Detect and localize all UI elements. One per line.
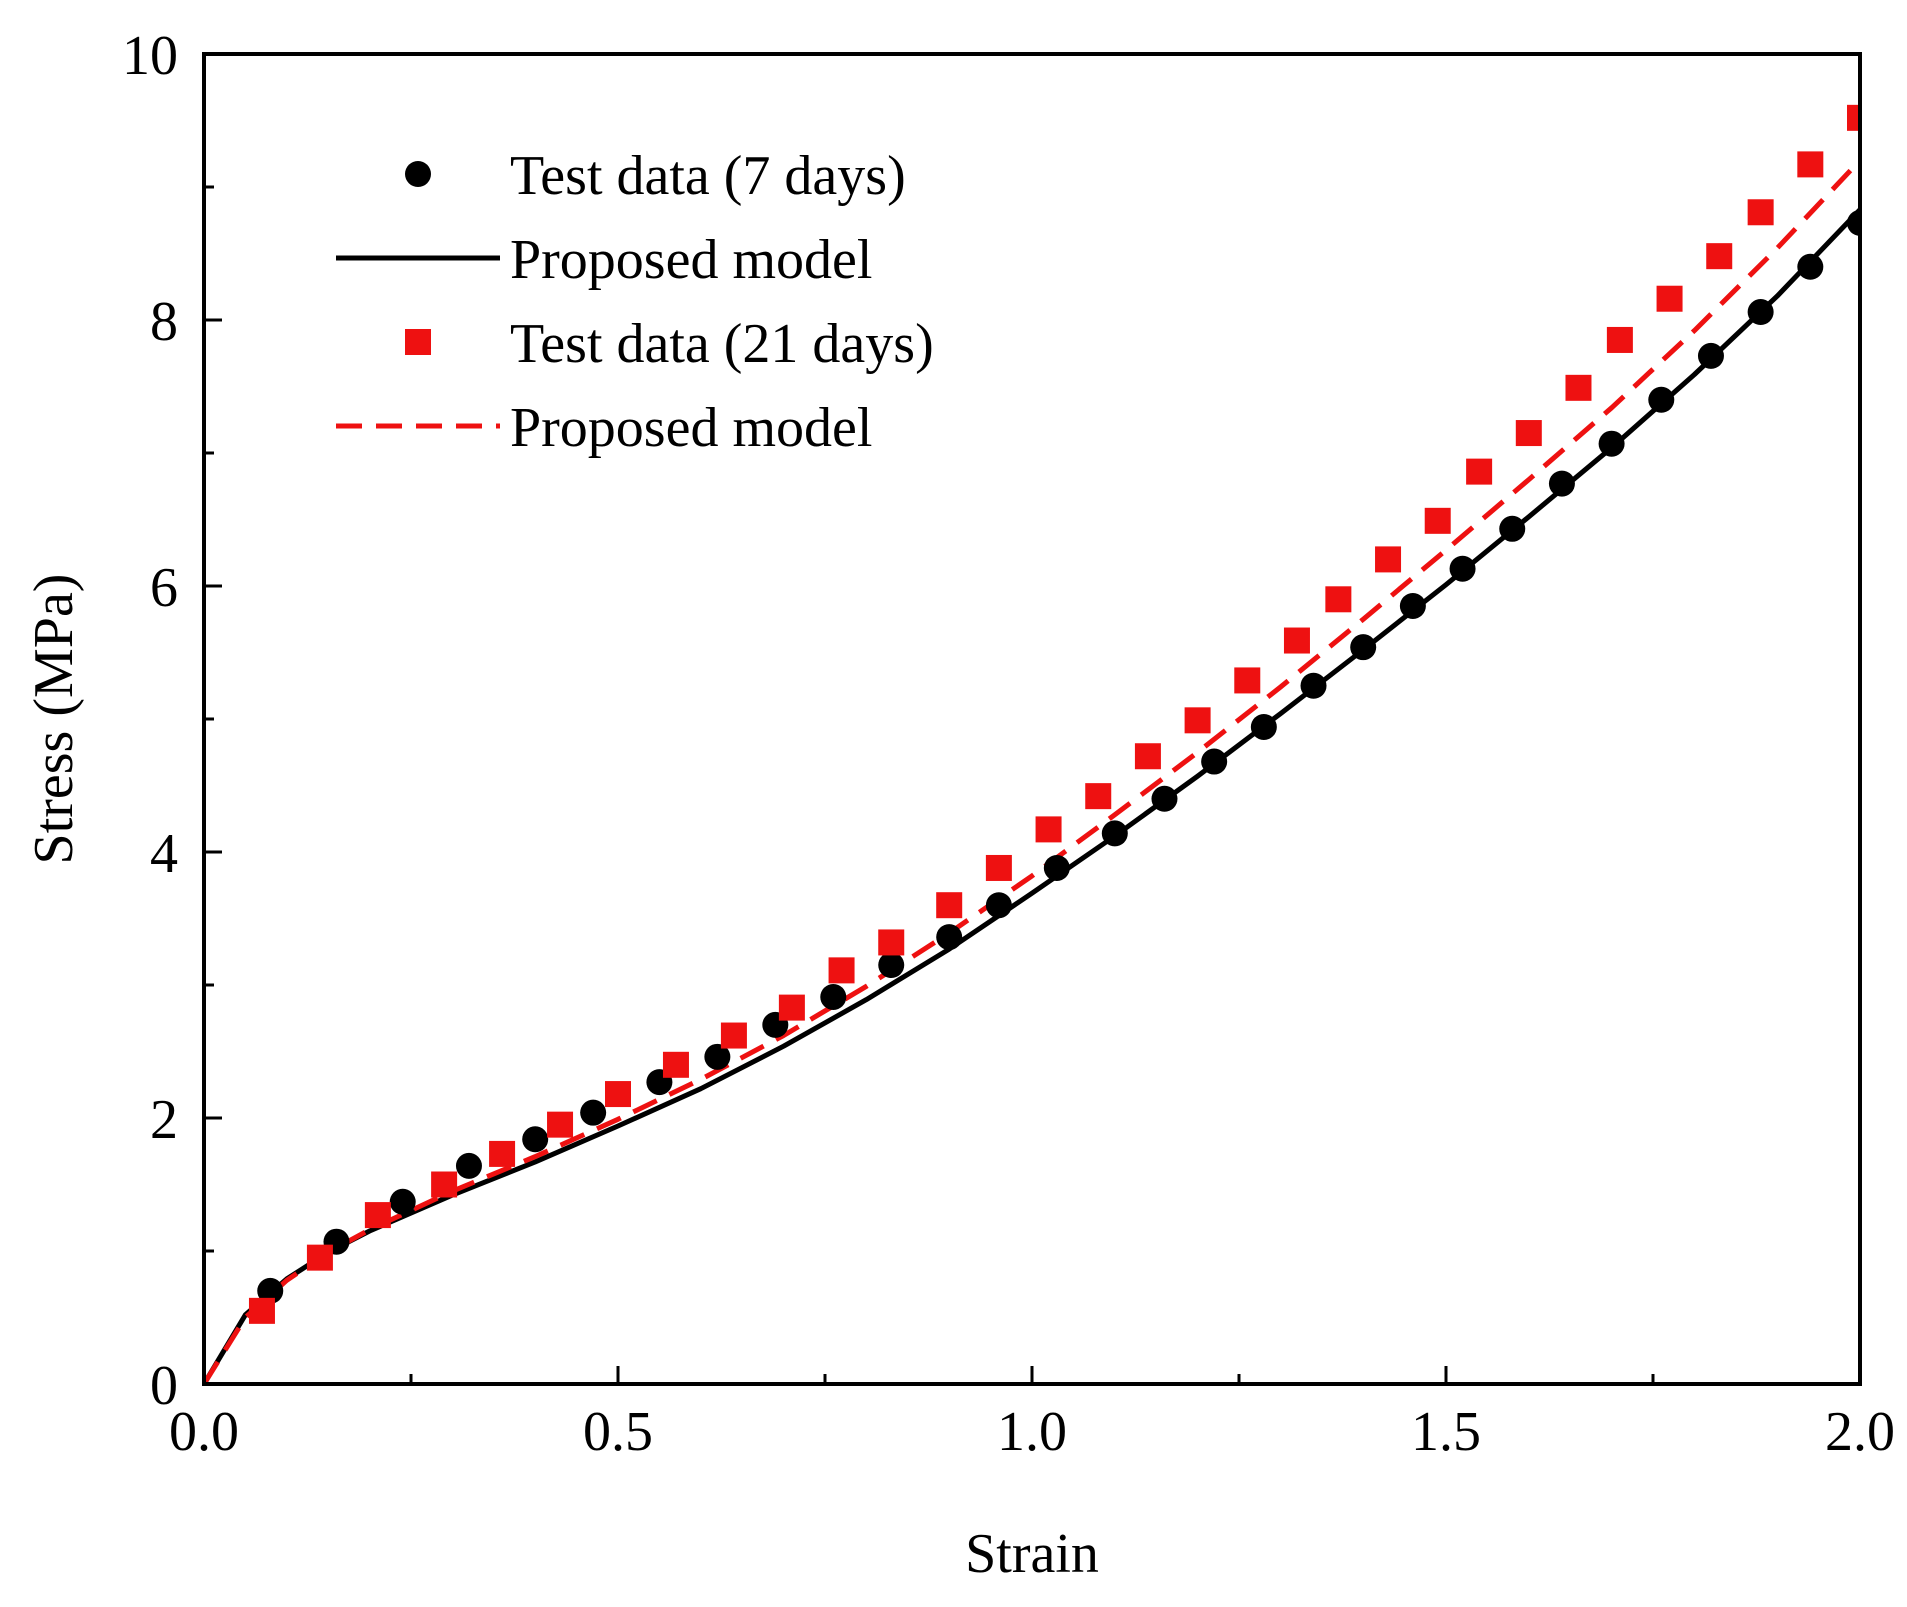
legend-symbol-circle [405, 161, 431, 187]
plot-series-layer [204, 104, 1860, 1384]
data-point-7-days [704, 1043, 731, 1070]
data-point-21-days [1606, 326, 1633, 353]
data-point-7-days [1747, 299, 1774, 326]
axes-layer: 0.0 0.5 1.0 1.5 2.0 0 2 4 6 8 10 [122, 25, 1895, 1463]
data-point-7-days [1399, 592, 1426, 619]
x-tick-label: 1.5 [1411, 1401, 1481, 1463]
data-point-21-days [1325, 586, 1352, 613]
data-point-21-days [248, 1297, 275, 1324]
data-point-7-days [257, 1277, 284, 1304]
x-axis-title: Strain [965, 1523, 1099, 1585]
data-point-7-days [1300, 672, 1327, 699]
data-point-21-days [364, 1202, 391, 1229]
y-tick-label: 0 [150, 1355, 178, 1417]
data-point-7-days [522, 1126, 549, 1153]
data-point-21-days [662, 1051, 689, 1078]
legend-label: Proposed model [510, 229, 872, 291]
data-point-21-days [1134, 743, 1161, 770]
x-tick-label: 0.0 [169, 1401, 239, 1463]
data-point-7-days [878, 952, 905, 979]
legend: Test data (7 days) Proposed model Test dat… [336, 145, 934, 459]
data-point-7-days [580, 1099, 607, 1126]
data-point-21-days [1424, 507, 1451, 534]
data-point-21-days [1375, 546, 1402, 573]
y-tick-label: 6 [150, 557, 178, 619]
legend-label: Proposed model [510, 397, 872, 459]
data-point-7-days [1201, 748, 1228, 775]
data-point-21-days [489, 1140, 516, 1167]
data-point-21-days [878, 929, 905, 956]
data-point-21-days [1466, 458, 1493, 485]
data-point-21-days [1515, 420, 1542, 447]
data-point-21-days [778, 994, 805, 1021]
data-point-21-days [1234, 667, 1261, 694]
y-axis-title: Stress (MPa) [23, 574, 85, 865]
y-tick-label: 2 [150, 1089, 178, 1151]
data-point-7-days [1101, 820, 1128, 847]
data-point-21-days [1706, 243, 1733, 270]
data-point-21-days [1565, 374, 1592, 401]
data-point-21-days [1847, 104, 1860, 131]
data-point-21-days [1283, 627, 1310, 654]
data-point-7-days [1847, 209, 1860, 236]
data-point-21-days [431, 1171, 458, 1198]
data-point-7-days [1449, 555, 1476, 582]
legend-symbol-square [405, 329, 431, 355]
data-point-7-days [1648, 386, 1675, 413]
data-point-7-days [1043, 854, 1070, 881]
data-point-21-days [1656, 285, 1683, 312]
data-point-7-days [1499, 515, 1526, 542]
x-tick-label: 2.0 [1825, 1401, 1895, 1463]
data-point-21-days [1747, 199, 1774, 226]
data-point-7-days [1598, 430, 1625, 457]
data-point-7-days [1697, 342, 1724, 369]
data-point-21-days [306, 1244, 333, 1271]
y-tick-label: 4 [150, 823, 178, 885]
data-point-21-days [720, 1022, 747, 1049]
y-tick-label: 8 [150, 291, 178, 353]
legend-label: Test data (21 days) [510, 313, 934, 375]
data-point-21-days [828, 957, 855, 984]
x-tick-label: 0.5 [583, 1401, 653, 1463]
legend-label: Test data (7 days) [510, 145, 906, 207]
data-point-21-days [1035, 816, 1062, 843]
data-point-7-days [1548, 470, 1575, 497]
data-point-21-days [985, 854, 1012, 881]
data-point-7-days [455, 1152, 482, 1179]
data-point-21-days [1797, 151, 1824, 178]
data-point-7-days [1250, 713, 1277, 740]
data-point-7-days [1151, 785, 1178, 812]
data-point-21-days [936, 892, 963, 919]
data-point-21-days [605, 1081, 631, 1108]
data-point-7-days [1797, 253, 1824, 280]
data-point-21-days [547, 1111, 574, 1138]
data-point-7-days [985, 892, 1012, 919]
data-point-7-days [936, 924, 963, 951]
data-point-7-days [820, 983, 847, 1010]
data-point-7-days [389, 1188, 416, 1215]
data-point-21-days [1085, 783, 1112, 810]
data-point-21-days [1184, 707, 1211, 734]
data-point-7-days [1350, 634, 1377, 661]
y-tick-label: 10 [122, 25, 178, 87]
x-tick-label: 1.0 [997, 1401, 1067, 1463]
